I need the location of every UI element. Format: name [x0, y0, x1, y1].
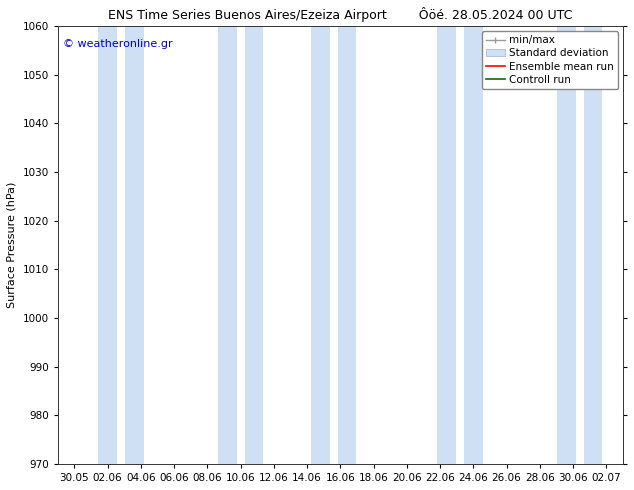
Bar [464, 26, 482, 464]
Bar [125, 26, 143, 464]
Bar [98, 26, 117, 464]
Y-axis label: Surface Pressure (hPa): Surface Pressure (hPa) [7, 182, 17, 308]
Bar [557, 26, 576, 464]
Bar [245, 26, 263, 464]
Bar [584, 26, 602, 464]
Text: © weatheronline.gr: © weatheronline.gr [63, 39, 173, 49]
Bar [338, 26, 356, 464]
Bar [437, 26, 456, 464]
Legend: min/max, Standard deviation, Ensemble mean run, Controll run: min/max, Standard deviation, Ensemble me… [482, 31, 618, 89]
Bar [311, 26, 330, 464]
Title: ENS Time Series Buenos Aires/Ezeiza Airport        Ôöé. 28.05.2024 00 UTC: ENS Time Series Buenos Aires/Ezeiza Airp… [108, 7, 573, 22]
Bar [218, 26, 236, 464]
